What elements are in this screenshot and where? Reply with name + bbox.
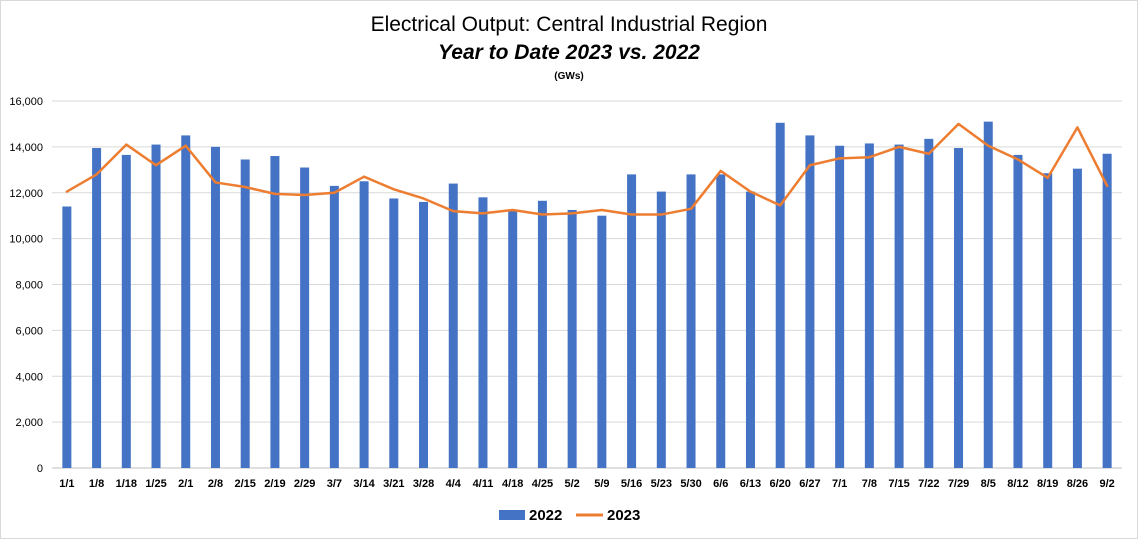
bar-2022 <box>419 201 429 469</box>
x-tick-label: 2/19 <box>264 478 285 490</box>
x-tick-label: 4/4 <box>446 478 462 490</box>
bar-2022 <box>686 174 696 468</box>
bar-2022 <box>270 156 280 469</box>
x-tick-label: 8/19 <box>1037 478 1058 490</box>
bar-2022 <box>745 191 755 468</box>
bar-2022 <box>537 200 547 468</box>
x-tick-label: 5/2 <box>564 478 579 490</box>
bar-2022 <box>656 191 666 468</box>
bar-2022 <box>210 146 220 468</box>
x-tick-label: 6/27 <box>799 478 820 490</box>
bar-2022 <box>1072 168 1082 468</box>
y-tick-label: 10,000 <box>9 234 43 246</box>
x-tick-label: 2/29 <box>294 478 315 490</box>
bar-2022 <box>716 174 726 468</box>
chart-unit-label: (GWs) <box>554 71 584 82</box>
bar-2022 <box>300 167 310 469</box>
y-tick-label: 4,000 <box>15 371 43 383</box>
x-tick-label: 4/25 <box>532 478 553 490</box>
x-tick-label: 2/15 <box>234 478 255 490</box>
legend-swatch-2022 <box>499 510 525 520</box>
x-tick-label: 8/26 <box>1067 478 1088 490</box>
bar-2022 <box>240 159 250 468</box>
chart-subtitle: Year to Date 2023 vs. 2022 <box>438 41 700 64</box>
y-tick-label: 14,000 <box>9 142 43 154</box>
bar-2022 <box>359 181 369 468</box>
bar-2022 <box>983 121 993 469</box>
bar-2022 <box>597 215 607 468</box>
y-tick-label: 2,000 <box>15 417 43 429</box>
x-tick-label: 3/14 <box>353 478 375 490</box>
bar-2022 <box>1102 153 1112 468</box>
x-tick-label: 4/18 <box>502 478 523 490</box>
line-2023 <box>65 122 1109 216</box>
bar-2022 <box>805 135 815 468</box>
bar-2022 <box>924 138 934 469</box>
y-tick-label: 6,000 <box>15 325 43 337</box>
x-tick-label: 7/22 <box>918 478 939 490</box>
bar-2022 <box>1043 173 1053 469</box>
y-tick-label: 8,000 <box>15 280 43 292</box>
x-tick-label: 3/7 <box>327 478 342 490</box>
x-tick-label: 1/8 <box>89 478 104 490</box>
x-tick-label: 3/28 <box>413 478 434 490</box>
x-tick-label: 5/16 <box>621 478 642 490</box>
x-tick-label: 7/8 <box>862 478 877 490</box>
bar-2022 <box>92 148 102 468</box>
x-tick-label: 2/1 <box>178 478 193 490</box>
bar-2022 <box>508 211 518 468</box>
legend-label-2022: 2022 <box>529 507 562 524</box>
chart-title: Electrical Output: Central Industrial Re… <box>370 13 768 36</box>
bar-2022 <box>567 209 577 468</box>
bar-2022 <box>478 197 488 468</box>
x-tick-label: 5/23 <box>651 478 672 490</box>
bar-2022 <box>62 206 72 468</box>
x-tick-label: 1/1 <box>59 478 74 490</box>
x-tick-label: 8/12 <box>1007 478 1028 490</box>
x-tick-label: 1/18 <box>116 478 137 490</box>
x-tick-label: 5/30 <box>680 478 701 490</box>
x-tick-label: 8/5 <box>981 478 996 490</box>
bar-2022 <box>1013 154 1023 468</box>
bar-2022 <box>835 145 845 468</box>
bar-2022 <box>627 174 637 468</box>
bar-2022 <box>775 122 785 469</box>
x-tick-label: 6/6 <box>713 478 728 490</box>
x-tick-label: 7/15 <box>888 478 909 490</box>
bar-2022 <box>448 183 458 468</box>
x-tick-label: 1/25 <box>145 478 166 490</box>
x-tick-label: 5/9 <box>594 478 609 490</box>
bar-2022 <box>181 135 191 468</box>
x-tick-label: 4/11 <box>473 478 494 490</box>
x-tick-label: 9/2 <box>1099 478 1114 490</box>
x-tick-label: 2/8 <box>208 478 223 490</box>
bar-2022 <box>121 154 131 468</box>
x-tick-label: 6/13 <box>740 478 761 490</box>
bar-2022 <box>151 144 161 469</box>
x-tick-label: 6/20 <box>769 478 790 490</box>
bar-2022 <box>329 185 339 468</box>
x-tick-label: 3/21 <box>383 478 404 490</box>
bar-2022 <box>864 143 874 468</box>
legend-label-2023: 2023 <box>607 507 640 524</box>
bar-2022 <box>954 148 964 468</box>
y-tick-label: 0 <box>37 463 43 475</box>
y-tick-label: 16,000 <box>9 96 43 108</box>
bar-2022 <box>894 144 904 469</box>
bar-2022 <box>389 198 399 468</box>
x-tick-label: 7/29 <box>948 478 969 490</box>
y-tick-label: 12,000 <box>9 188 43 200</box>
x-tick-label: 7/1 <box>832 478 847 490</box>
